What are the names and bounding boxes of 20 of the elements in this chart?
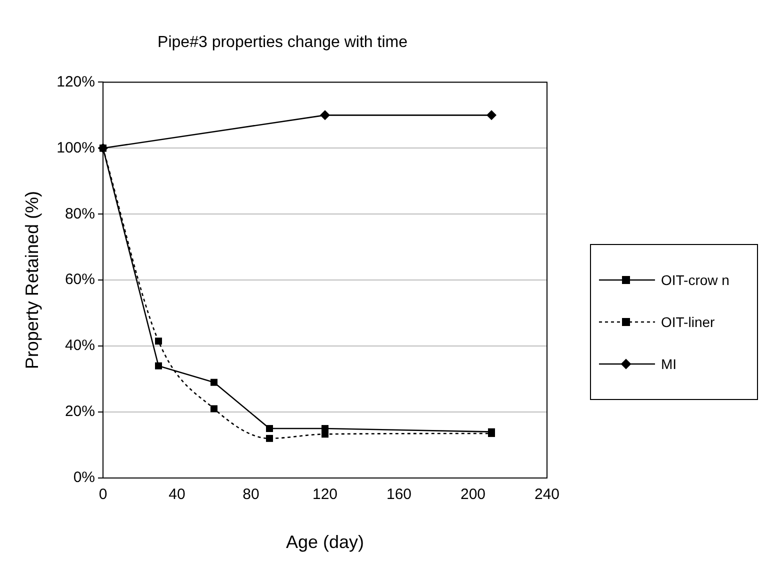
legend-label: OIT-liner <box>661 314 715 330</box>
x-axis-title: Age (day) <box>286 532 364 552</box>
x-tick-label: 0 <box>98 486 108 504</box>
y-tick-label: 60% <box>64 271 95 288</box>
x-tick-label: 80 <box>242 486 260 504</box>
legend-label: OIT-crow n <box>661 272 730 288</box>
y-axis-title: Property Retained (%) <box>22 191 42 370</box>
y-tick-label: 40% <box>64 337 95 354</box>
y-tick-label: 100% <box>56 139 95 156</box>
chart-title: Pipe#3 properties change with time <box>158 34 408 52</box>
y-tick-label: 0% <box>73 469 95 486</box>
y-tick-label: 80% <box>64 205 95 222</box>
x-tick-label: 240 <box>534 486 560 504</box>
x-tick-label: 200 <box>460 486 486 504</box>
x-tick-label: 160 <box>386 486 412 504</box>
legend-label: MI <box>661 356 677 372</box>
x-tick-label: 40 <box>168 486 186 504</box>
y-tick-label: 120% <box>56 73 95 90</box>
y-tick-label: 20% <box>64 403 95 420</box>
x-tick-label: 120 <box>312 486 338 504</box>
